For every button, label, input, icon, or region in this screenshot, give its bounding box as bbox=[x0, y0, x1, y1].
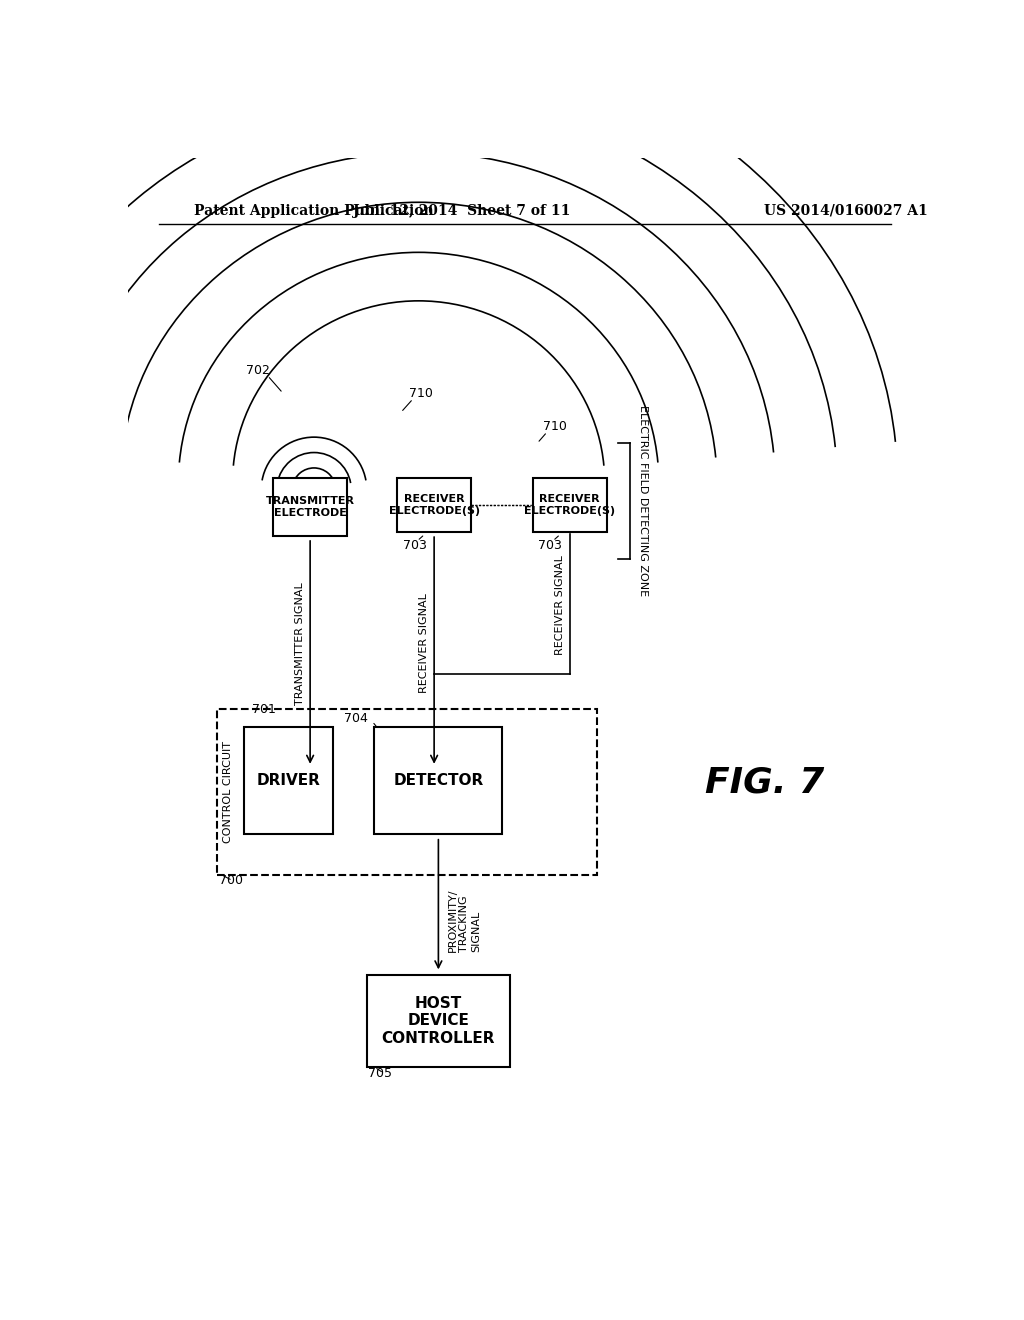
Text: US 2014/0160027 A1: US 2014/0160027 A1 bbox=[764, 203, 928, 218]
Text: RECEIVER
ELECTRODE(S): RECEIVER ELECTRODE(S) bbox=[524, 494, 615, 516]
Text: 702: 702 bbox=[246, 363, 270, 376]
Text: DRIVER: DRIVER bbox=[257, 774, 321, 788]
Text: RECEIVER SIGNAL: RECEIVER SIGNAL bbox=[555, 556, 564, 655]
Text: PROXIMITY/
TRACKING
SIGNAL: PROXIMITY/ TRACKING SIGNAL bbox=[447, 888, 481, 953]
Bar bbox=[397, 478, 471, 532]
Text: 705: 705 bbox=[369, 1067, 392, 1080]
Bar bbox=[217, 709, 597, 875]
Text: HOST
DEVICE
CONTROLLER: HOST DEVICE CONTROLLER bbox=[382, 995, 496, 1045]
Bar bbox=[375, 726, 503, 834]
Text: 710: 710 bbox=[409, 387, 432, 400]
Text: FIG. 7: FIG. 7 bbox=[706, 766, 824, 799]
Text: RECEIVER
ELECTRODE(S): RECEIVER ELECTRODE(S) bbox=[388, 494, 479, 516]
Text: Patent Application Publication: Patent Application Publication bbox=[194, 203, 433, 218]
Text: TRANSMITTER
ELECTRODE: TRANSMITTER ELECTRODE bbox=[265, 496, 354, 517]
Text: RECEIVER SIGNAL: RECEIVER SIGNAL bbox=[419, 594, 429, 693]
Text: 701: 701 bbox=[252, 702, 275, 715]
Bar bbox=[367, 974, 510, 1067]
Text: CONTROL CIRCUIT: CONTROL CIRCUIT bbox=[223, 741, 233, 842]
Text: 710: 710 bbox=[543, 420, 566, 433]
Text: 703: 703 bbox=[402, 539, 427, 552]
Text: 703: 703 bbox=[539, 539, 562, 552]
Text: 700: 700 bbox=[219, 874, 243, 887]
Bar bbox=[273, 478, 347, 536]
Bar bbox=[245, 726, 334, 834]
Text: 704: 704 bbox=[344, 713, 369, 726]
Text: Jun. 12, 2014  Sheet 7 of 11: Jun. 12, 2014 Sheet 7 of 11 bbox=[352, 203, 570, 218]
Text: ELECTRIC FIELD DETECTING ZONE: ELECTRIC FIELD DETECTING ZONE bbox=[638, 405, 647, 597]
Bar bbox=[532, 478, 606, 532]
Text: DETECTOR: DETECTOR bbox=[393, 774, 483, 788]
Text: TRANSMITTER SIGNAL: TRANSMITTER SIGNAL bbox=[295, 582, 305, 705]
